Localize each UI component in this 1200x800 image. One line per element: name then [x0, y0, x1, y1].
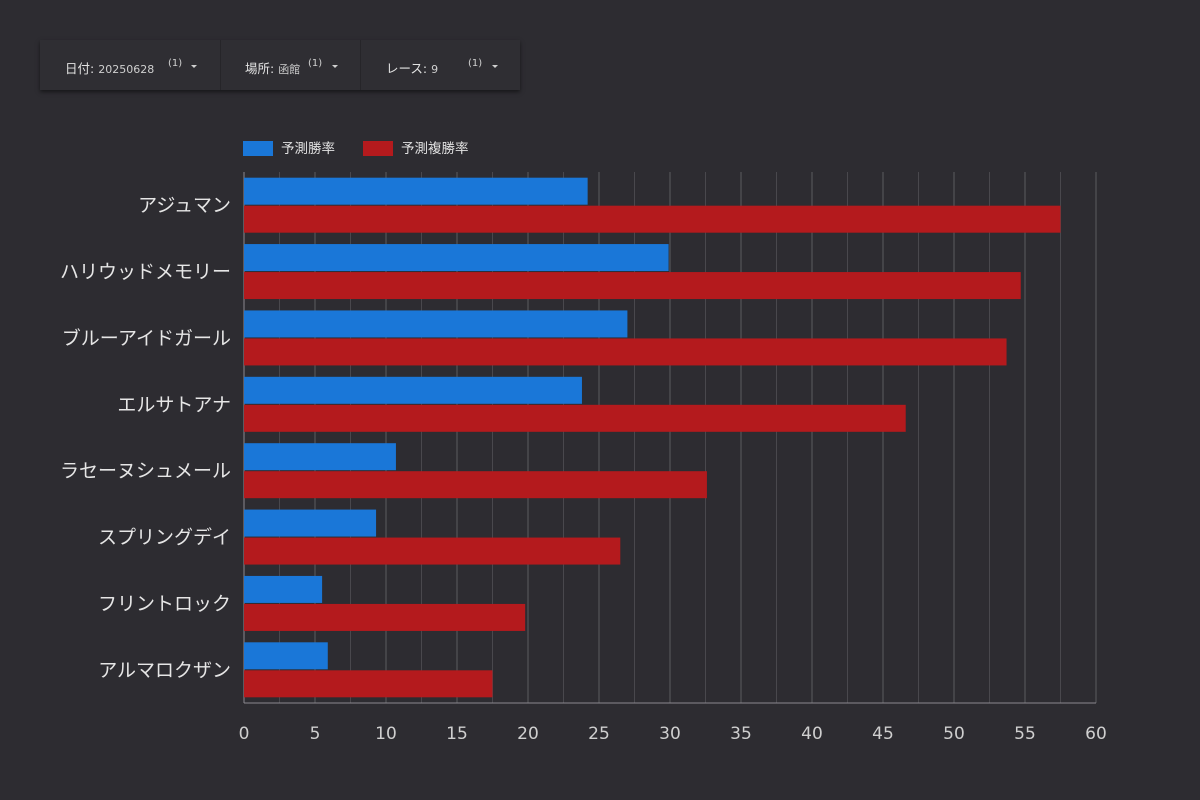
- date-filter-label: 日付: 20250628: [65, 61, 155, 76]
- x-tick-label: 55: [1014, 724, 1036, 744]
- win-rate-bar[interactable]: [244, 310, 628, 338]
- date-filter-value: 20250628: [98, 63, 155, 76]
- category-label: フリントロック: [98, 593, 231, 615]
- legend-label: 予測複勝率: [401, 140, 469, 157]
- x-tick-label: 5: [310, 724, 321, 744]
- x-tick-label: 0: [239, 724, 250, 744]
- place-rate-bar[interactable]: [244, 338, 1007, 366]
- x-tick-label: 35: [730, 724, 752, 744]
- x-tick-label: 15: [446, 724, 468, 744]
- win-rate-bar[interactable]: [244, 244, 669, 272]
- category-label: スプリングデイ: [98, 527, 231, 549]
- place-rate-bar[interactable]: [244, 272, 1021, 300]
- x-tick-label: 50: [943, 724, 965, 744]
- x-tick-label: 45: [872, 724, 894, 744]
- win-rate-bar[interactable]: [244, 177, 588, 205]
- race-filter-label: レース: 9: [386, 61, 439, 76]
- bars: [244, 177, 1061, 698]
- venue-filter-label: 場所: 函館: [245, 61, 301, 76]
- place-rate-bar[interactable]: [244, 205, 1061, 233]
- category-label: ハリウッドメモリー: [60, 261, 231, 283]
- place-rate-bar[interactable]: [244, 404, 906, 432]
- win-rate-bar[interactable]: [244, 642, 328, 670]
- x-tick-label: 40: [801, 724, 823, 744]
- race-filter-count: (1): [468, 58, 483, 69]
- win-rate-bar[interactable]: [244, 509, 377, 537]
- x-tick-label: 25: [588, 724, 610, 744]
- x-tick-labels: 0 5 10 15 20 25 30 35 40 45 50 55 60: [239, 724, 1107, 744]
- win-rate-bar[interactable]: [244, 443, 396, 471]
- place-rate-bar[interactable]: [244, 670, 493, 698]
- category-label: ラセーヌシュメール: [60, 460, 231, 482]
- legend-label: 予測勝率: [281, 140, 335, 157]
- legend-swatch: [363, 141, 393, 156]
- date-filter-count: (1): [168, 58, 183, 69]
- category-label: ブルーアイドガール: [62, 326, 231, 349]
- win-rate-bar[interactable]: [244, 376, 582, 404]
- x-tick-label: 60: [1085, 724, 1107, 744]
- date-filter[interactable]: 日付: 20250628 (1): [40, 40, 221, 90]
- x-tick-label: 20: [517, 724, 539, 744]
- venue-filter-value: 函館: [278, 63, 301, 76]
- x-tick-label: 10: [375, 724, 397, 744]
- legend: 予測勝率 予測複勝率: [243, 140, 469, 157]
- category-label: アジュマン: [138, 195, 231, 217]
- place-rate-bar[interactable]: [244, 471, 707, 499]
- filter-bar: 日付: 20250628 (1) 場所: 函館 (1) レース: 9 (1): [40, 40, 520, 90]
- x-tick-label: 30: [659, 724, 681, 744]
- place-rate-bar[interactable]: [244, 537, 621, 565]
- chevron-down-icon: [332, 65, 338, 68]
- venue-filter-count: (1): [308, 58, 323, 69]
- place-rate-bar[interactable]: [244, 603, 526, 631]
- chevron-down-icon: [191, 65, 197, 68]
- category-label: アルマロクザン: [98, 659, 231, 681]
- category-label: エルサトアナ: [117, 394, 231, 416]
- category-labels: アジュマンハリウッドメモリーブルーアイドガールエルサトアナラセーヌシュメールスプ…: [60, 195, 231, 682]
- chevron-down-icon: [492, 65, 498, 68]
- win-rate-bar[interactable]: [244, 575, 323, 603]
- race-filter[interactable]: レース: 9 (1): [361, 40, 520, 90]
- race-filter-value: 9: [431, 63, 439, 76]
- venue-filter[interactable]: 場所: 函館 (1): [221, 40, 361, 90]
- legend-swatch: [243, 141, 273, 156]
